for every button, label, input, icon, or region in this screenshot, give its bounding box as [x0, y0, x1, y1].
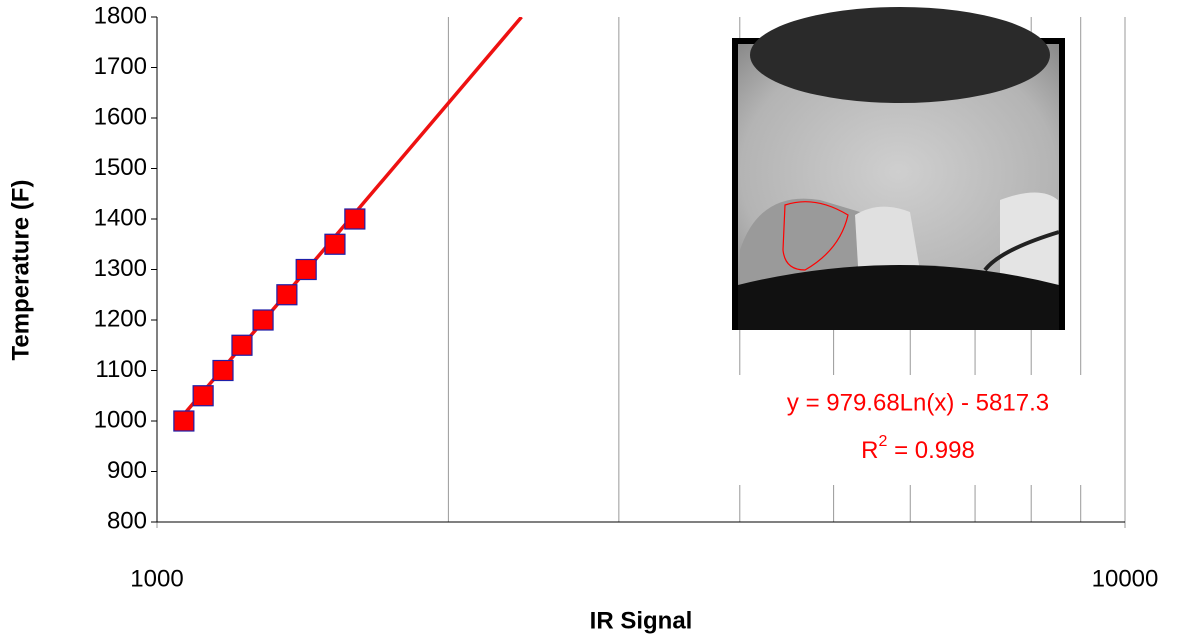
- y-tick-label: 1600: [94, 103, 147, 130]
- point: [276, 284, 298, 306]
- x-tick-label: 1000: [130, 565, 183, 592]
- y-tick-label: 1400: [94, 204, 147, 231]
- point: [173, 410, 195, 432]
- r-squared-sup: 2: [879, 433, 888, 450]
- y-tick-label: 1500: [94, 154, 147, 181]
- point: [344, 208, 366, 230]
- equation: y = 979.68Ln(x) - 5817.3: [787, 389, 1049, 416]
- point: [192, 385, 214, 407]
- y-tick-label: 1100: [95, 356, 147, 383]
- y-axis-label: Temperature (F): [7, 180, 34, 361]
- inset-image: [732, 7, 1065, 330]
- point: [324, 233, 346, 255]
- r-squared: R2 = 0.998: [861, 433, 975, 464]
- x-tick-label: 10000: [1092, 565, 1159, 592]
- y-tick-label: 1200: [94, 305, 147, 332]
- point: [252, 309, 274, 331]
- x-axis-label: IR Signal: [590, 607, 693, 634]
- y-tick-label: 1000: [94, 406, 147, 433]
- y-tick-label: 1800: [94, 2, 147, 29]
- equation-box: [728, 375, 1110, 485]
- y-tick-label: 1700: [94, 53, 147, 80]
- point: [212, 359, 234, 382]
- y-tick-label: 900: [107, 457, 147, 484]
- y-tick-label: 1300: [94, 255, 147, 282]
- point: [231, 334, 253, 356]
- point: [295, 258, 317, 281]
- r-squared-base: R: [861, 437, 878, 464]
- y-tick-label: 800: [107, 507, 147, 534]
- r-squared-value: = 0.998: [887, 437, 974, 464]
